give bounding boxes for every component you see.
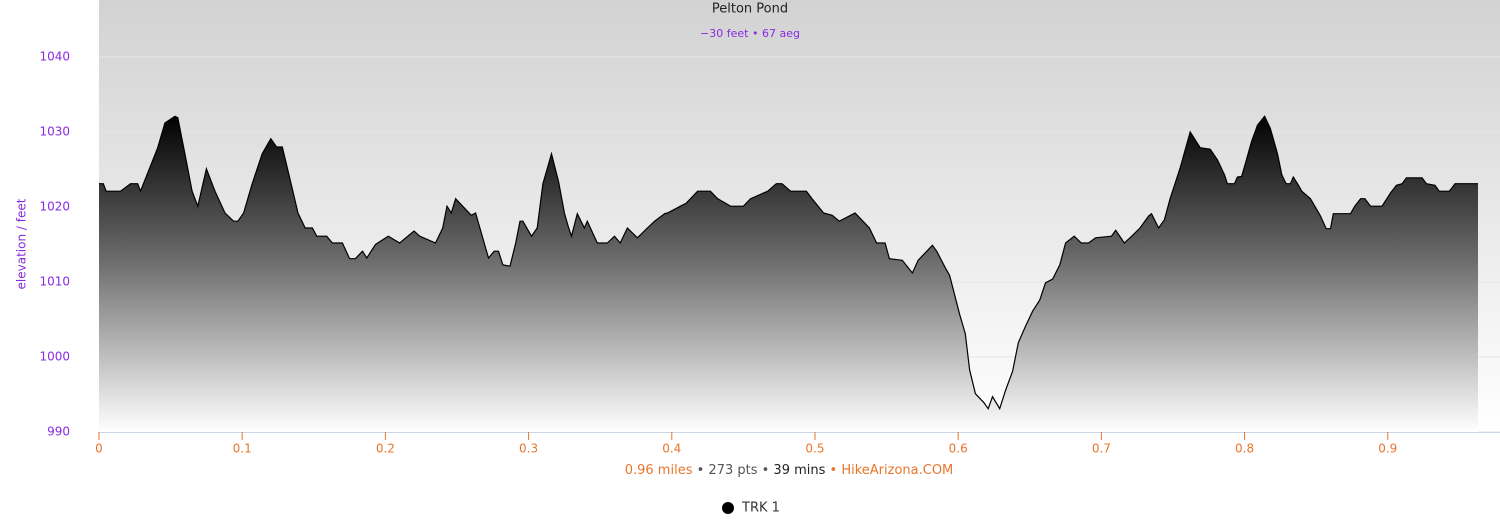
area-fill [99,116,1478,433]
chart-title: Pelton Pond [712,2,788,17]
x-tick-label: 0.2 [376,442,395,456]
chart-subtitle: −30 feet • 67 aeg [700,27,800,40]
y-tick-label: 1020 [39,200,70,214]
x-axis-label: 0.96 miles • 273 pts • 39 mins • HikeAri… [625,463,954,478]
x-tick-label: 0.3 [519,442,538,456]
plot [99,115,1478,433]
x-tick-label: 0.9 [1378,442,1397,456]
x-tick-label: 0.7 [1092,442,1111,456]
x-label-part: • HikeArizona.COM [825,463,953,478]
y-tick-label: 1000 [39,350,70,364]
y-tick-label: 1040 [39,50,70,64]
elevation-line [99,115,1478,411]
y-tick-label: 1010 [39,275,70,289]
y-axis-label: elevation / feet [15,198,29,289]
x-tick-label: 0.6 [949,442,968,456]
x-label-part: 0.96 miles [625,463,693,478]
x-tick-label: 0 [95,442,103,456]
x-tick-label: 0.5 [805,442,824,456]
x-label-part: 39 mins [773,463,825,478]
axes: 990 1000 1010 1020 1030 1040 0 0.1 0.2 0.3 0.4 0.5 0… [39,50,1500,456]
x-tick-label: 0.1 [233,442,252,456]
legend[interactable]: TRK 1 [722,501,780,516]
y-tick-label: 990 [47,425,70,439]
legend-marker [722,502,734,514]
legend-label[interactable]: TRK 1 [741,501,780,516]
x-tick-label: 0.4 [662,442,681,456]
x-tick-label: 0.8 [1235,442,1254,456]
y-tick-label: 1030 [39,125,70,139]
x-label-part: • 273 pts • [692,463,773,478]
